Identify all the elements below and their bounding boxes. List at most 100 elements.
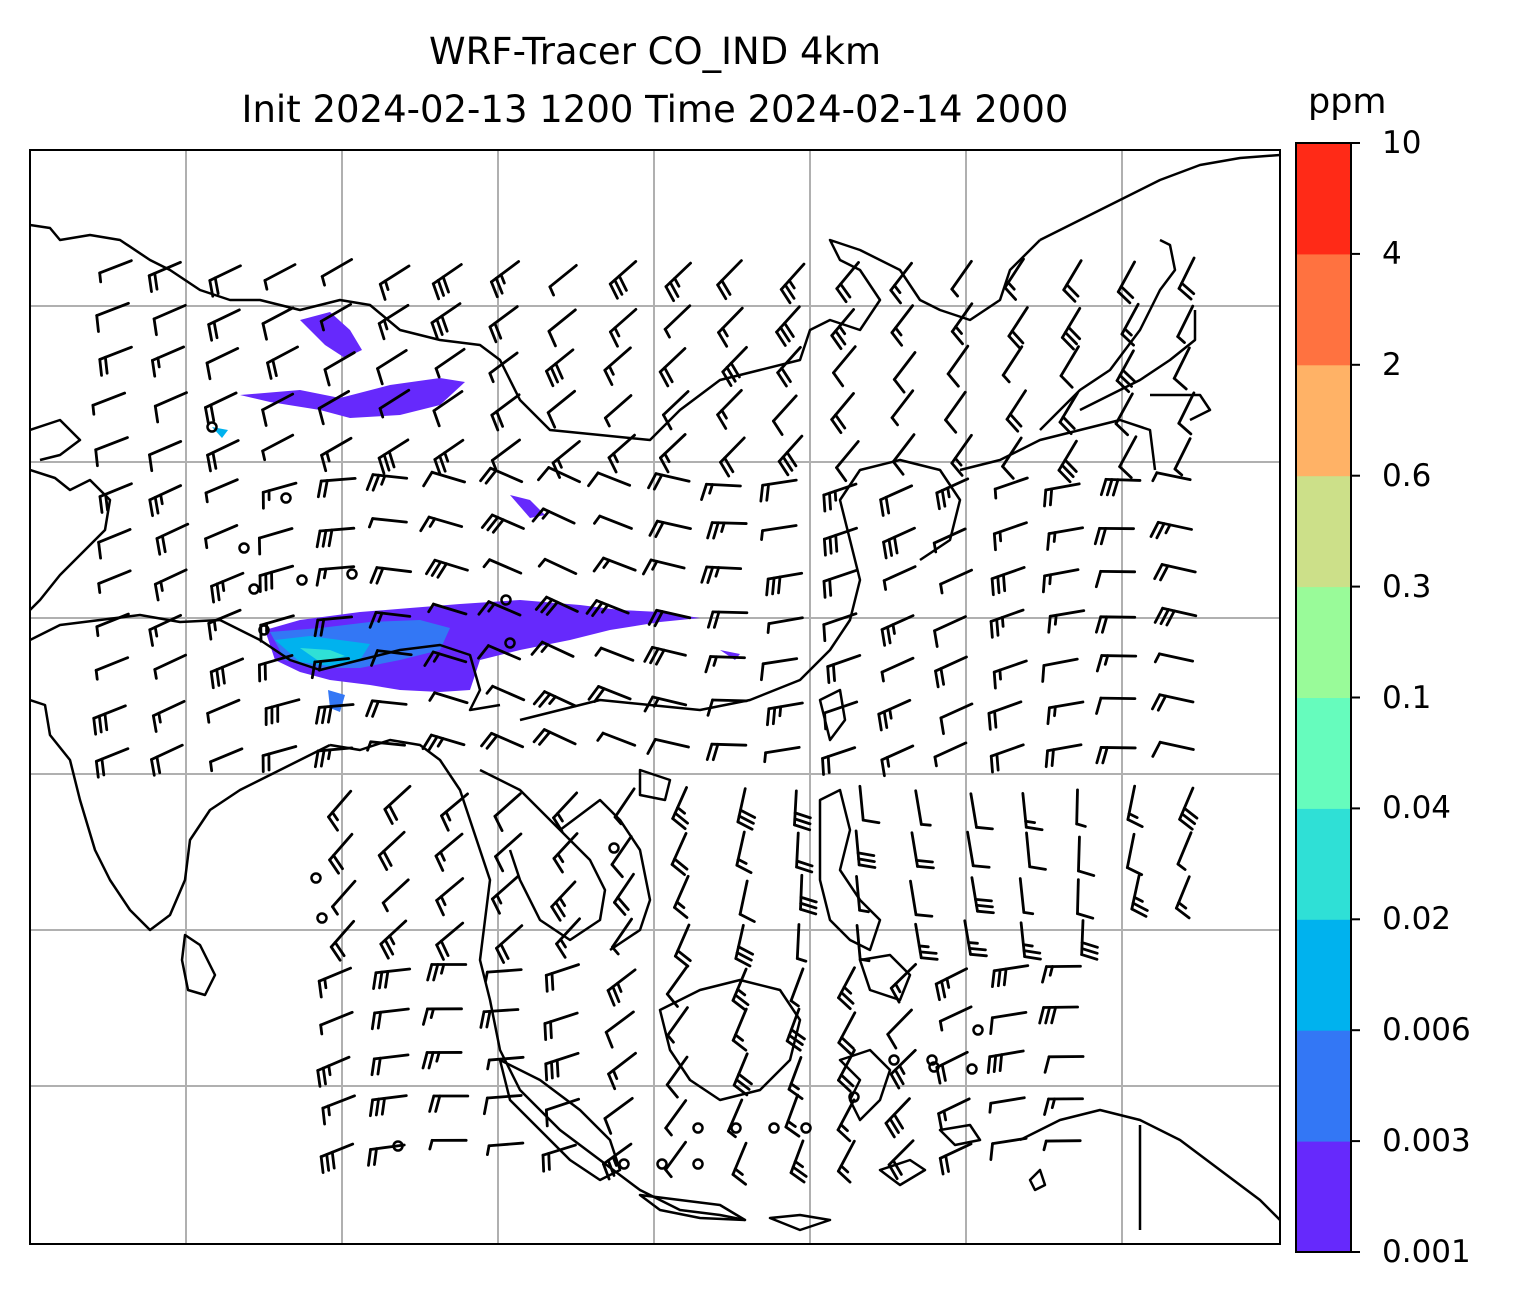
colorbar-units: ppm — [1308, 82, 1387, 122]
wind-barb — [383, 784, 412, 825]
wind-barb — [153, 391, 188, 424]
wind-barb — [546, 389, 577, 429]
colorbar-segment — [1296, 475, 1351, 588]
wind-barb — [822, 612, 858, 643]
calm-wind-circle — [206, 421, 218, 433]
wind-barb — [153, 653, 188, 680]
calm-wind-circle — [730, 1122, 742, 1134]
wind-barb — [658, 347, 687, 388]
calm-wind-circle — [928, 1061, 940, 1073]
colorbar-tick-label: 0.003 — [1382, 1123, 1471, 1160]
wind-barb — [484, 968, 523, 983]
wind-barb — [317, 966, 352, 999]
wind-barb — [587, 471, 632, 488]
wind-barb — [889, 963, 918, 1004]
wind-barb — [547, 308, 577, 348]
wind-barb — [855, 924, 871, 963]
wind-barb — [1038, 1005, 1079, 1025]
wind-barb — [377, 830, 406, 871]
wind-barb — [331, 879, 357, 916]
wind-barb — [970, 876, 995, 915]
wind-barb — [776, 345, 802, 388]
wind-barb — [914, 922, 939, 961]
colorbar-tick-label: 0.02 — [1382, 901, 1452, 938]
wind-barb — [855, 875, 870, 914]
wind-barb — [991, 964, 1030, 989]
wind-barb — [785, 1007, 806, 1052]
calm-wind-circle — [800, 1122, 812, 1134]
wind-barb — [205, 347, 240, 381]
plume-north — [300, 312, 362, 358]
wind-barb — [210, 571, 245, 604]
wind-barb — [485, 684, 526, 702]
wind-barb — [1041, 657, 1079, 683]
colorbar-tick-label: 0.3 — [1382, 568, 1432, 605]
wind-barb — [207, 608, 242, 641]
wind-barb — [989, 1136, 1028, 1161]
calm-wind-circle — [296, 574, 308, 586]
calm-wind-circle — [768, 1122, 780, 1134]
wind-barb — [646, 737, 690, 755]
wind-barb — [891, 433, 916, 476]
wind-barb — [315, 565, 356, 587]
wind-barb — [673, 874, 690, 919]
wind-barb — [493, 792, 522, 832]
wind-barb — [787, 1056, 804, 1101]
wind-barb — [545, 348, 575, 388]
wind-barb — [488, 305, 519, 344]
wind-barb — [261, 392, 295, 427]
wind-barb — [531, 507, 576, 525]
calm-wind-circle — [972, 1024, 984, 1036]
calm-wind-circle — [258, 624, 270, 636]
wind-barb — [822, 526, 858, 557]
tracer-plume — [212, 312, 740, 712]
wind-barb — [428, 1094, 470, 1113]
wind-barb — [494, 832, 523, 873]
wind-barb — [759, 657, 799, 682]
wind-barb — [261, 306, 295, 341]
wind-barb — [789, 1139, 808, 1184]
wind-barb — [530, 640, 575, 658]
wind-barb — [1041, 964, 1082, 984]
wind-barb — [310, 657, 351, 680]
wind-barb — [482, 558, 523, 575]
wind-barb — [726, 1098, 744, 1139]
wind-barb — [1058, 391, 1079, 436]
wind-barb — [369, 566, 413, 585]
wind-barb — [648, 519, 692, 539]
wind-barb — [148, 440, 183, 473]
wind-barb — [933, 615, 967, 648]
wind-barbs — [91, 256, 1199, 1186]
wind-barb — [548, 264, 578, 297]
wind-barb — [822, 482, 858, 513]
wind-barb — [826, 653, 862, 684]
wind-barb — [313, 615, 354, 638]
wind-barb — [1118, 435, 1138, 480]
wind-barb — [532, 728, 577, 746]
wind-barb — [719, 436, 746, 478]
wind-barb — [830, 392, 855, 435]
map-frame — [29, 149, 1281, 1245]
wind-barb — [659, 433, 687, 474]
wind-barb — [376, 349, 408, 386]
wind-barb — [666, 1006, 689, 1044]
wind-barb — [479, 466, 524, 485]
wind-barb — [789, 967, 805, 1008]
wind-barb — [91, 391, 127, 416]
wind-barb — [367, 1143, 406, 1167]
wind-barb — [319, 1010, 354, 1036]
colorbar-segment — [1296, 143, 1351, 255]
wind-barb — [937, 1097, 971, 1131]
wind-barb — [933, 741, 968, 768]
wind-barb — [731, 1141, 748, 1186]
wind-barb — [94, 747, 130, 779]
wind-barb — [422, 1007, 463, 1026]
wind-barb — [428, 691, 469, 705]
wind-barb — [543, 1011, 579, 1041]
wind-barb — [1099, 477, 1142, 497]
colorbar-segment — [1296, 697, 1351, 809]
wind-barb — [886, 1008, 913, 1050]
wind-barb — [880, 744, 915, 778]
wind-barb — [823, 700, 859, 731]
wind-barb — [1125, 832, 1144, 877]
